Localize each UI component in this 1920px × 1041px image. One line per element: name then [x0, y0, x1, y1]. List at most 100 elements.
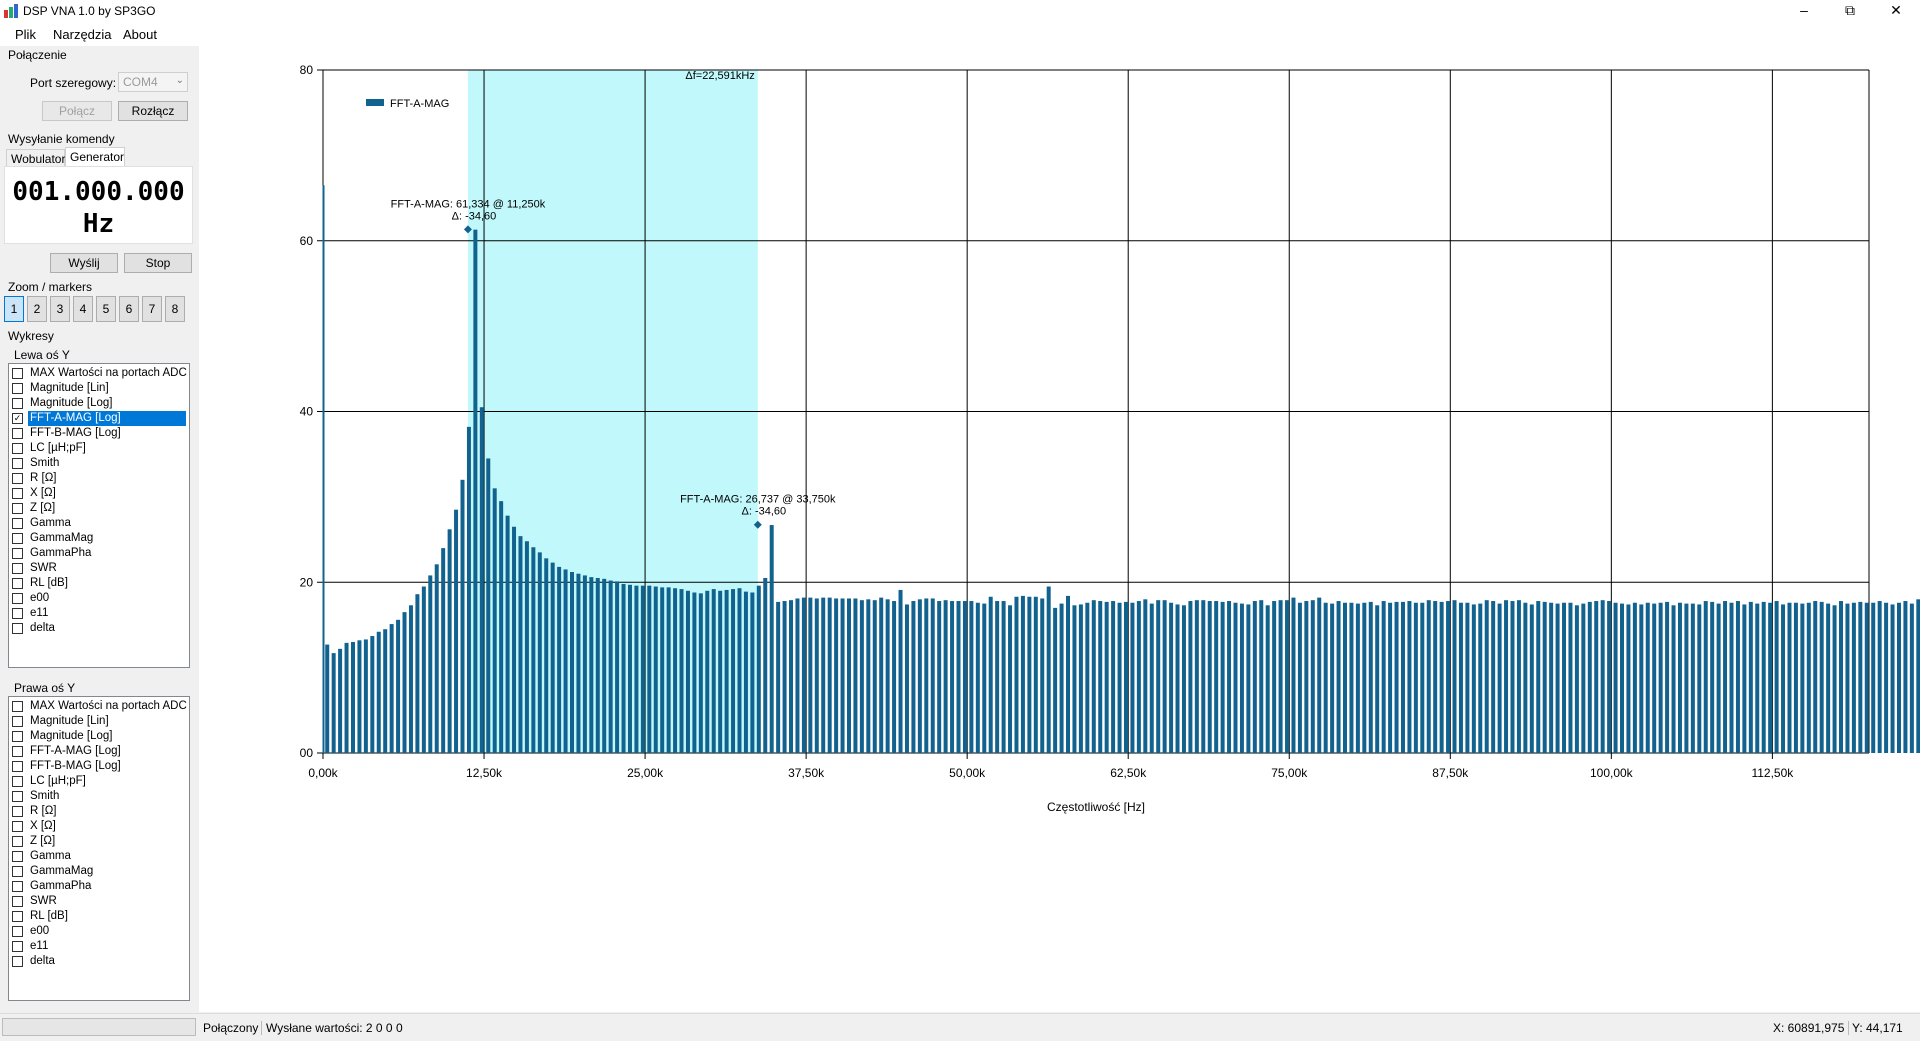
checkbox[interactable] — [12, 851, 23, 862]
checkbox[interactable] — [12, 731, 23, 742]
frequency-value: 001.000.000 — [12, 177, 185, 207]
left-axis-item[interactable]: RL [dB] — [10, 576, 188, 591]
checkbox[interactable] — [12, 956, 23, 967]
zoom-button-2[interactable]: 2 — [27, 296, 47, 322]
close-button[interactable]: ✕ — [1873, 0, 1919, 22]
checkbox[interactable] — [12, 428, 23, 439]
checkbox[interactable] — [12, 821, 23, 832]
right-axis-item[interactable]: delta — [10, 954, 188, 969]
send-button[interactable]: Wyślij — [50, 253, 118, 273]
left-axis-item[interactable]: X [Ω] — [10, 486, 188, 501]
right-axis-item[interactable]: FFT-B-MAG [Log] — [10, 759, 188, 774]
right-axis-item[interactable]: Magnitude [Log] — [10, 729, 188, 744]
checkbox[interactable] — [12, 776, 23, 787]
checkbox[interactable] — [12, 941, 23, 952]
left-axis-item[interactable]: GammaMag — [10, 531, 188, 546]
left-axis-item[interactable]: SWR — [10, 561, 188, 576]
left-axis-item[interactable]: GammaPha — [10, 546, 188, 561]
left-axis-item[interactable]: delta — [10, 621, 188, 636]
checkbox[interactable]: ✓ — [12, 413, 23, 424]
checkbox[interactable] — [12, 548, 23, 559]
right-axis-item[interactable]: Z [Ω] — [10, 834, 188, 849]
stop-button[interactable]: Stop — [124, 253, 192, 273]
checkbox[interactable] — [12, 368, 23, 379]
checkbox[interactable] — [12, 608, 23, 619]
left-axis-item[interactable]: e00 — [10, 591, 188, 606]
connect-button[interactable]: Połącz — [42, 101, 112, 121]
zoom-button-6[interactable]: 6 — [119, 296, 139, 322]
checkbox[interactable] — [12, 791, 23, 802]
checkbox[interactable] — [12, 518, 23, 529]
left-axis-list[interactable]: MAX Wartości na portach ADC Magnitude [Li… — [8, 363, 190, 668]
checkbox[interactable] — [12, 716, 23, 727]
restore-button[interactable]: ⧉ — [1827, 0, 1873, 22]
right-axis-item[interactable]: Magnitude [Lin] — [10, 714, 188, 729]
left-axis-item[interactable]: LC [µH;pF] — [10, 441, 188, 456]
checkbox[interactable] — [12, 593, 23, 604]
left-axis-item[interactable]: FFT-B-MAG [Log] — [10, 426, 188, 441]
checkbox[interactable] — [12, 503, 23, 514]
checkbox[interactable] — [12, 836, 23, 847]
frequency-display[interactable]: 001.000.000 Hz — [4, 166, 193, 244]
checkbox[interactable] — [12, 383, 23, 394]
left-axis-item[interactable]: Smith — [10, 456, 188, 471]
right-axis-item[interactable]: SWR — [10, 894, 188, 909]
right-axis-item[interactable]: GammaMag — [10, 864, 188, 879]
tab-wobulator[interactable]: Wobulator — [6, 149, 65, 167]
checkbox[interactable] — [12, 866, 23, 877]
checkbox[interactable] — [12, 533, 23, 544]
minimize-button[interactable]: – — [1781, 0, 1827, 22]
zoom-button-1[interactable]: 1 — [4, 296, 24, 322]
left-axis-item[interactable]: Z [Ω] — [10, 501, 188, 516]
right-axis-item[interactable]: Gamma — [10, 849, 188, 864]
checkbox[interactable] — [12, 578, 23, 589]
checkbox[interactable] — [12, 701, 23, 712]
right-axis-item[interactable]: RL [dB] — [10, 909, 188, 924]
left-axis-item[interactable]: Magnitude [Lin] — [10, 381, 188, 396]
checkbox[interactable] — [12, 458, 23, 469]
checkbox[interactable] — [12, 911, 23, 922]
checkbox[interactable] — [12, 881, 23, 892]
left-axis-item[interactable]: R [Ω] — [10, 471, 188, 486]
right-axis-item[interactable]: e11 — [10, 939, 188, 954]
right-axis-item[interactable]: R [Ω] — [10, 804, 188, 819]
checkbox[interactable] — [12, 806, 23, 817]
right-axis-item[interactable]: Smith — [10, 789, 188, 804]
zoom-button-3[interactable]: 3 — [50, 296, 70, 322]
checkbox[interactable] — [12, 746, 23, 757]
right-axis-list[interactable]: MAX Wartości na portach ADC Magnitude [Li… — [8, 696, 190, 1001]
bar — [1896, 602, 1901, 753]
right-axis-item[interactable]: GammaPha — [10, 879, 188, 894]
zoom-button-5[interactable]: 5 — [96, 296, 116, 322]
left-axis-item[interactable]: Gamma — [10, 516, 188, 531]
right-axis-item[interactable]: MAX Wartości na portach ADC — [10, 699, 188, 714]
checkbox[interactable] — [12, 926, 23, 937]
fft-chart[interactable]: 00 20 40 60 80 0,00k 12,50k 25,00k 37,50k 50,00k 6… — [199, 46, 1920, 1012]
left-axis-item[interactable]: MAX Wartości na portach ADC — [10, 366, 188, 381]
checkbox[interactable] — [12, 623, 23, 634]
checkbox[interactable] — [12, 761, 23, 772]
checkbox[interactable] — [12, 563, 23, 574]
checkbox[interactable] — [12, 896, 23, 907]
menu-plik[interactable]: Plik — [15, 27, 36, 42]
menu-about[interactable]: About — [123, 27, 157, 42]
left-axis-item[interactable]: e11 — [10, 606, 188, 621]
marker-2 — [753, 520, 762, 529]
port-select[interactable]: COM4 ⌄ — [118, 72, 188, 92]
checkbox[interactable] — [12, 488, 23, 499]
right-axis-item[interactable]: e00 — [10, 924, 188, 939]
zoom-button-8[interactable]: 8 — [165, 296, 185, 322]
tab-generator[interactable]: Generator — [65, 147, 125, 167]
left-axis-item[interactable]: ✓ FFT-A-MAG [Log] — [10, 411, 188, 426]
left-axis-item[interactable]: Magnitude [Log] — [10, 396, 188, 411]
checkbox[interactable] — [12, 443, 23, 454]
right-axis-item[interactable]: LC [µH;pF] — [10, 774, 188, 789]
right-axis-item[interactable]: FFT-A-MAG [Log] — [10, 744, 188, 759]
menu-narzedzia[interactable]: Narzędzia — [53, 27, 112, 42]
disconnect-button[interactable]: Rozłącz — [118, 101, 188, 121]
zoom-button-7[interactable]: 7 — [142, 296, 162, 322]
right-axis-item[interactable]: X [Ω] — [10, 819, 188, 834]
checkbox[interactable] — [12, 473, 23, 484]
checkbox[interactable] — [12, 398, 23, 409]
zoom-button-4[interactable]: 4 — [73, 296, 93, 322]
